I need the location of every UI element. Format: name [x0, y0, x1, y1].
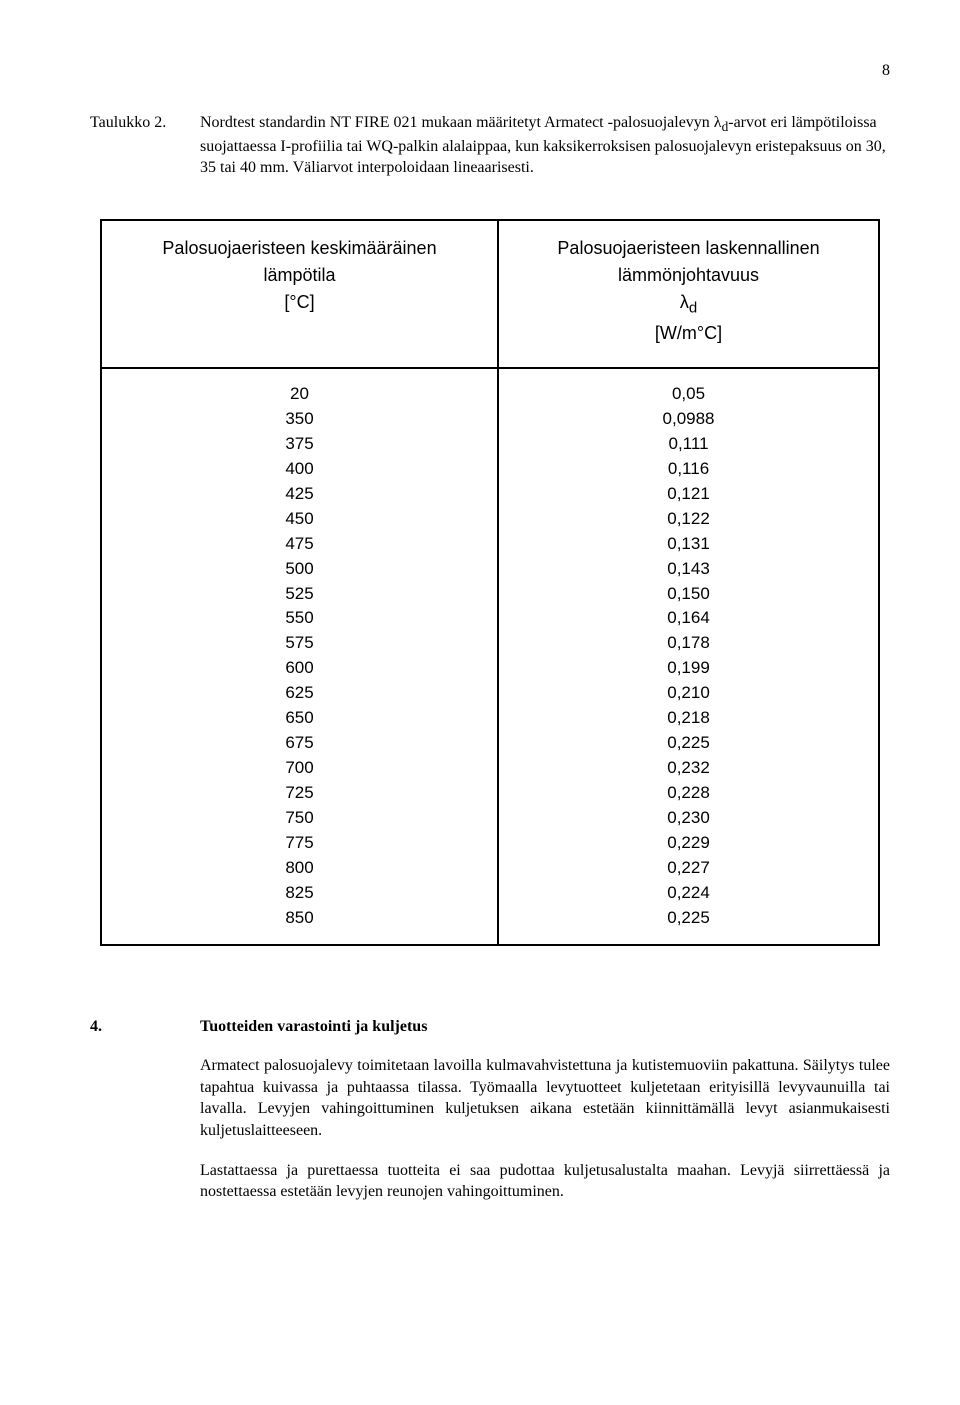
- table-row: 7500,230: [101, 806, 879, 831]
- cell-conductivity: 0,178: [498, 631, 879, 656]
- th-left-line1: Palosuojaeristeen keskimääräinen: [162, 238, 436, 258]
- cell-temperature: 800: [101, 856, 498, 881]
- cell-conductivity: 0,218: [498, 706, 879, 731]
- cell-temperature: 675: [101, 731, 498, 756]
- cell-conductivity: 0,232: [498, 756, 879, 781]
- table-row: 4000,116: [101, 457, 879, 482]
- cell-temperature: 650: [101, 706, 498, 731]
- cell-temperature: 500: [101, 557, 498, 582]
- table-row: 5500,164: [101, 606, 879, 631]
- table-row: 200,05: [101, 368, 879, 407]
- cell-conductivity: 0,210: [498, 681, 879, 706]
- table-header-right: Palosuojaeristeen laskennallinen lämmönj…: [498, 220, 879, 368]
- table-row: 4750,131: [101, 532, 879, 557]
- cell-conductivity: 0,111: [498, 432, 879, 457]
- th-right-unit: [W/m°C]: [655, 323, 722, 343]
- cell-temperature: 700: [101, 756, 498, 781]
- cell-conductivity: 0,224: [498, 881, 879, 906]
- th-right-line2: lämmönjohtavuus: [618, 265, 759, 285]
- table-header-left: Palosuojaeristeen keskimääräinen lämpöti…: [101, 220, 498, 368]
- caption-text: Nordtest standardin NT FIRE 021 mukaan m…: [200, 112, 890, 179]
- cell-temperature: 725: [101, 781, 498, 806]
- table-row: 5000,143: [101, 557, 879, 582]
- cell-conductivity: 0,227: [498, 856, 879, 881]
- body-paragraph-2: Lastattaessa ja purettaessa tuotteita ei…: [200, 1160, 890, 1203]
- page-number: 8: [90, 60, 890, 82]
- section-heading: 4. Tuotteiden varastointi ja kuljetus: [90, 1016, 890, 1038]
- th-right-lambda: λ: [680, 292, 689, 312]
- table-row: 7250,228: [101, 781, 879, 806]
- table-header-row: Palosuojaeristeen keskimääräinen lämpöti…: [101, 220, 879, 368]
- cell-temperature: 625: [101, 681, 498, 706]
- table-row: 7750,229: [101, 831, 879, 856]
- table-row: 4250,121: [101, 482, 879, 507]
- cell-temperature: 850: [101, 906, 498, 945]
- cell-temperature: 375: [101, 432, 498, 457]
- cell-temperature: 550: [101, 606, 498, 631]
- cell-temperature: 350: [101, 407, 498, 432]
- cell-conductivity: 0,225: [498, 731, 879, 756]
- section-title: Tuotteiden varastointi ja kuljetus: [200, 1016, 427, 1038]
- table-row: 6500,218: [101, 706, 879, 731]
- cell-temperature: 20: [101, 368, 498, 407]
- cell-temperature: 450: [101, 507, 498, 532]
- cell-conductivity: 0,143: [498, 557, 879, 582]
- cell-conductivity: 0,230: [498, 806, 879, 831]
- table-row: 6000,199: [101, 656, 879, 681]
- table-row: 6250,210: [101, 681, 879, 706]
- caption-label: Taulukko 2.: [90, 112, 200, 179]
- body-paragraph-1: Armatect palosuojalevy toimitetaan lavoi…: [200, 1055, 890, 1141]
- cell-temperature: 400: [101, 457, 498, 482]
- cell-conductivity: 0,122: [498, 507, 879, 532]
- table-row: 3500,0988: [101, 407, 879, 432]
- table-caption: Taulukko 2. Nordtest standardin NT FIRE …: [90, 112, 890, 179]
- cell-temperature: 600: [101, 656, 498, 681]
- table-row: 5250,150: [101, 582, 879, 607]
- cell-temperature: 425: [101, 482, 498, 507]
- cell-temperature: 825: [101, 881, 498, 906]
- cell-conductivity: 0,229: [498, 831, 879, 856]
- cell-conductivity: 0,150: [498, 582, 879, 607]
- table-row: 6750,225: [101, 731, 879, 756]
- cell-conductivity: 0,199: [498, 656, 879, 681]
- cell-conductivity: 0,121: [498, 482, 879, 507]
- cell-conductivity: 0,164: [498, 606, 879, 631]
- cell-temperature: 575: [101, 631, 498, 656]
- cell-conductivity: 0,0988: [498, 407, 879, 432]
- caption-text-part-1: Nordtest standardin NT FIRE 021 mukaan m…: [200, 114, 722, 131]
- cell-conductivity: 0,116: [498, 457, 879, 482]
- th-right-line1: Palosuojaeristeen laskennallinen: [557, 238, 819, 258]
- cell-temperature: 775: [101, 831, 498, 856]
- th-right-sub: d: [689, 300, 697, 317]
- table-body: 200,053500,09883750,1114000,1164250,1214…: [101, 368, 879, 945]
- section-number: 4.: [90, 1016, 200, 1038]
- table-row: 8500,225: [101, 906, 879, 945]
- cell-temperature: 525: [101, 582, 498, 607]
- cell-conductivity: 0,05: [498, 368, 879, 407]
- table-row: 3750,111: [101, 432, 879, 457]
- data-table: Palosuojaeristeen keskimääräinen lämpöti…: [100, 219, 880, 946]
- th-left-line2: lämpötila: [263, 265, 335, 285]
- table-row: 4500,122: [101, 507, 879, 532]
- cell-temperature: 750: [101, 806, 498, 831]
- th-left-line3: [°C]: [284, 292, 314, 312]
- table-row: 8000,227: [101, 856, 879, 881]
- cell-temperature: 475: [101, 532, 498, 557]
- cell-conductivity: 0,228: [498, 781, 879, 806]
- cell-conductivity: 0,131: [498, 532, 879, 557]
- data-table-wrap: Palosuojaeristeen keskimääräinen lämpöti…: [100, 219, 880, 946]
- table-row: 7000,232: [101, 756, 879, 781]
- table-row: 8250,224: [101, 881, 879, 906]
- table-row: 5750,178: [101, 631, 879, 656]
- cell-conductivity: 0,225: [498, 906, 879, 945]
